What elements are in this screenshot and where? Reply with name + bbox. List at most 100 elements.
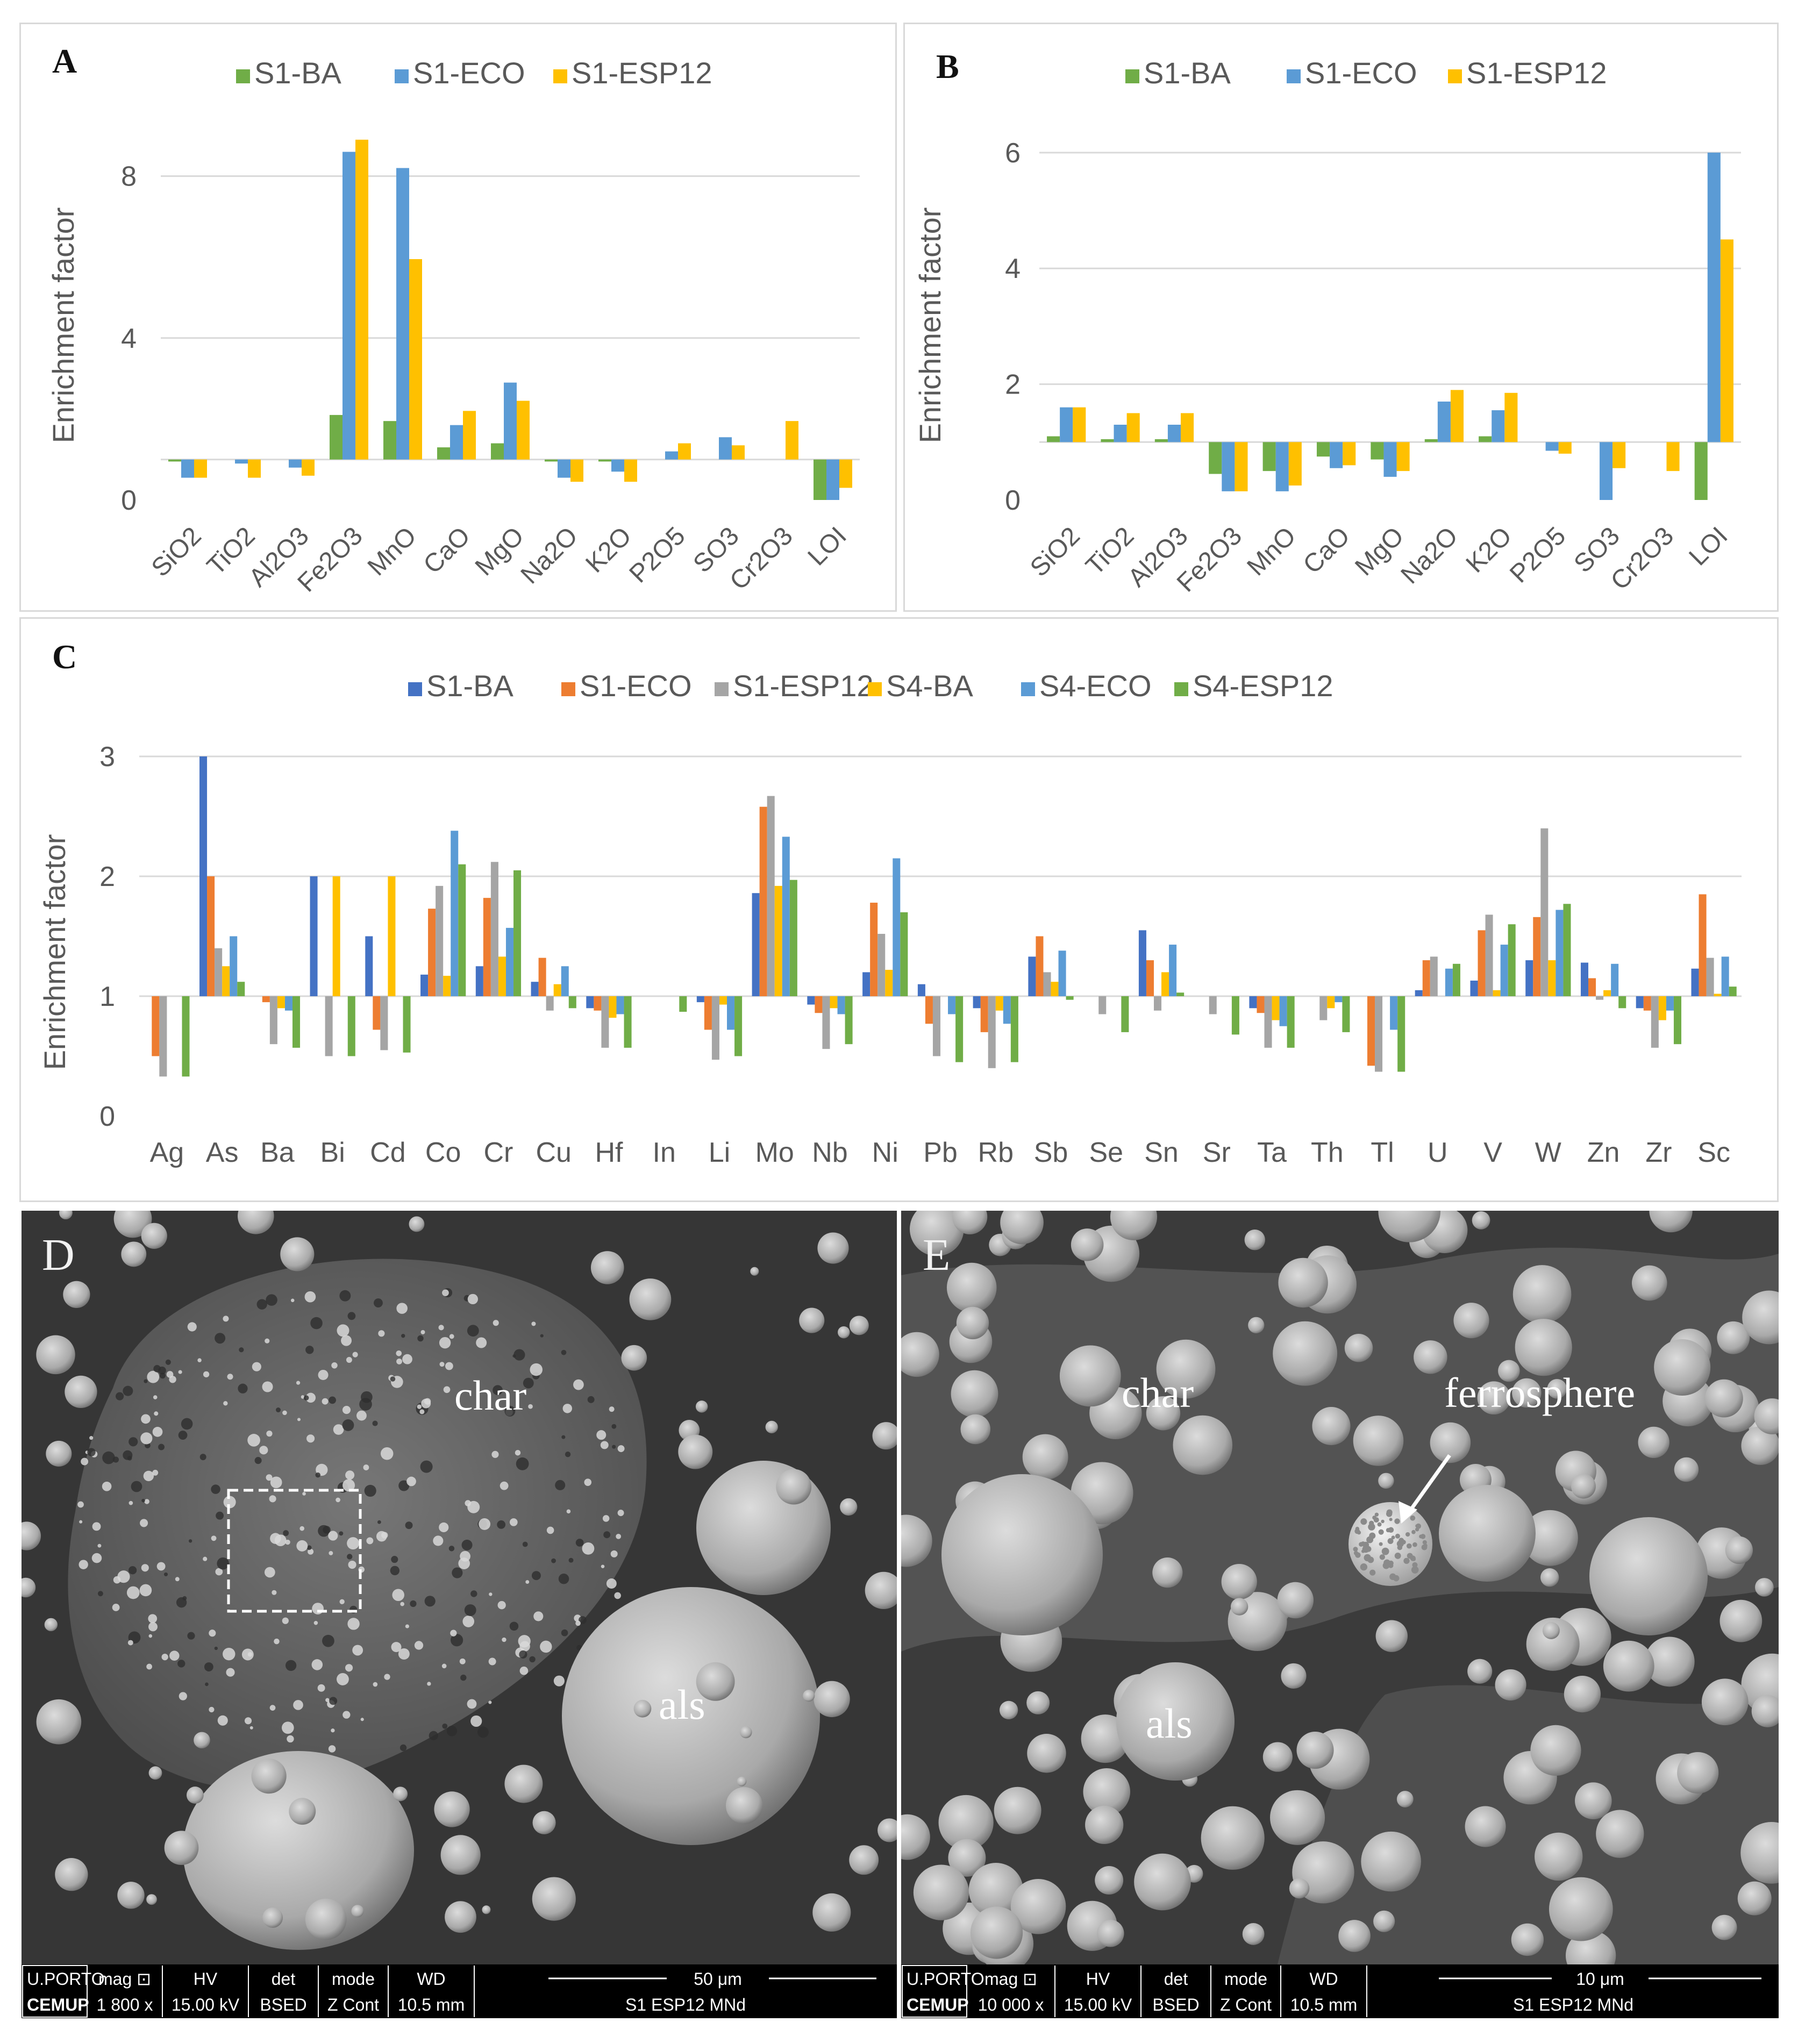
bar <box>1508 924 1516 996</box>
sphere <box>1396 1791 1414 1807</box>
sphere <box>696 1461 831 1595</box>
inclusion <box>269 1705 276 1711</box>
databar-mag-head: mag ⊡ <box>98 1969 151 1989</box>
inclusion <box>470 1715 482 1727</box>
inclusion <box>247 1434 260 1447</box>
bar <box>1636 996 1644 1009</box>
sphere <box>1296 1731 1334 1769</box>
sem-label-d: D <box>42 1230 75 1280</box>
bar <box>1181 413 1194 442</box>
texture-dot <box>1422 1540 1427 1545</box>
legend-label: S1-ECO <box>580 669 692 703</box>
bar <box>1599 442 1613 500</box>
bar <box>355 139 368 460</box>
inclusion <box>262 1381 273 1392</box>
bar <box>611 459 624 472</box>
bar <box>679 996 687 1012</box>
x-tick-label: Nb <box>812 1137 847 1168</box>
inclusion <box>274 1638 280 1645</box>
databar-wd: 10.5 mm <box>1290 1995 1357 2014</box>
inclusion <box>497 1520 506 1529</box>
sphere <box>750 1267 759 1276</box>
inclusion <box>226 1668 235 1677</box>
inclusion <box>97 1543 102 1548</box>
inclusion <box>525 1580 530 1584</box>
bar <box>624 996 632 1048</box>
y-tick-label: 0 <box>1005 485 1021 516</box>
inclusion <box>126 1586 140 1599</box>
inclusion <box>356 1410 367 1421</box>
bar <box>332 876 340 996</box>
x-tick-label: LOI <box>803 521 852 571</box>
sphere <box>1477 1381 1511 1415</box>
inclusion <box>347 1618 360 1630</box>
sphere <box>409 1216 425 1232</box>
bar <box>1167 425 1181 442</box>
inclusion <box>187 1322 197 1332</box>
inclusion <box>391 1642 402 1653</box>
bar <box>759 806 767 996</box>
bar <box>774 885 782 996</box>
bar <box>310 876 318 996</box>
inclusion <box>290 1298 295 1303</box>
sphere <box>1453 1303 1489 1339</box>
bar <box>302 459 315 476</box>
bar <box>839 459 852 488</box>
inclusion <box>249 1726 253 1729</box>
sphere <box>1277 1582 1314 1619</box>
inclusion <box>347 1537 360 1550</box>
y-ticks-c: 0 1 2 3 <box>99 741 115 1132</box>
panel-label-a: A <box>52 42 77 80</box>
inclusion <box>398 1480 410 1491</box>
bar <box>1335 996 1343 1003</box>
inclusion <box>293 1700 303 1710</box>
x-tick-label: Li <box>709 1137 730 1168</box>
bar <box>1279 996 1287 1026</box>
bar <box>194 459 207 478</box>
bar <box>443 976 451 996</box>
inclusion <box>442 1723 448 1729</box>
sphere <box>63 1281 90 1309</box>
bar <box>826 459 839 500</box>
inclusion <box>464 1604 476 1616</box>
inclusion <box>451 1634 463 1647</box>
bar <box>594 996 602 1011</box>
bar <box>538 957 546 996</box>
bar <box>1500 945 1508 996</box>
sphere <box>141 1223 167 1249</box>
inclusion <box>504 1405 516 1417</box>
inclusion <box>516 1457 529 1470</box>
inclusion <box>81 1457 89 1466</box>
bar <box>1138 930 1146 996</box>
x-tick-label: SiO2 <box>1025 521 1086 582</box>
sphere <box>1373 1910 1395 1932</box>
inclusion <box>152 1426 163 1437</box>
bar <box>1275 442 1289 491</box>
sphere <box>1156 1339 1216 1399</box>
bar <box>365 936 373 996</box>
inclusion <box>188 1539 192 1543</box>
texture-dot <box>1412 1542 1417 1547</box>
inclusion <box>342 1405 351 1414</box>
y-tick-label: 1 <box>99 981 115 1012</box>
x-tick-label: Zr <box>1645 1137 1672 1168</box>
sphere <box>1740 1821 1779 1884</box>
sphere <box>1751 1695 1779 1727</box>
inclusion <box>450 1630 457 1636</box>
sphere <box>725 1787 763 1824</box>
texture-dot <box>1386 1528 1391 1533</box>
databar-det: BSED <box>260 1995 306 2014</box>
sphere <box>799 1307 825 1333</box>
ferrosphere-texture <box>1353 1509 1428 1582</box>
x-tick-label: MnO <box>362 521 422 581</box>
texture-dot <box>1395 1533 1400 1539</box>
inclusion <box>342 1419 354 1431</box>
sphere <box>1526 1617 1580 1671</box>
inclusion <box>439 1337 451 1349</box>
bar <box>1691 968 1699 996</box>
bar <box>513 870 522 996</box>
sem-d-svg: D char als U.PORTO CEMUP mag ⊡ 1 800 x H… <box>22 1211 897 2018</box>
inclusion <box>147 1370 160 1383</box>
sphere <box>901 1814 930 1860</box>
x-tick-label: In <box>653 1137 676 1168</box>
